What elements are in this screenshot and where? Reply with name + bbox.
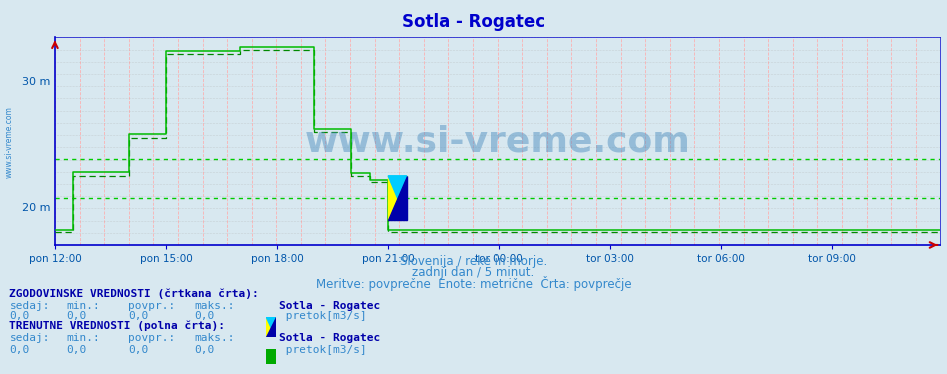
Polygon shape — [388, 176, 406, 220]
Polygon shape — [388, 176, 406, 220]
Text: min.:: min.: — [66, 333, 100, 343]
Polygon shape — [388, 176, 406, 220]
Polygon shape — [266, 317, 276, 337]
Text: 0,0: 0,0 — [194, 311, 214, 321]
Text: TRENUTNE VREDNOSTI (polna črta):: TRENUTNE VREDNOSTI (polna črta): — [9, 321, 225, 331]
Text: www.si-vreme.com: www.si-vreme.com — [305, 124, 690, 158]
Text: 0,0: 0,0 — [128, 311, 148, 321]
Text: povpr.:: povpr.: — [128, 301, 175, 311]
Text: maks.:: maks.: — [194, 333, 235, 343]
Polygon shape — [266, 317, 276, 337]
Text: 0,0: 0,0 — [66, 311, 86, 321]
Text: Slovenija / reke in morje.: Slovenija / reke in morje. — [400, 255, 547, 268]
Text: Sotla - Rogatec: Sotla - Rogatec — [402, 13, 545, 31]
Text: www.si-vreme.com: www.si-vreme.com — [5, 106, 14, 178]
Text: sedaj:: sedaj: — [9, 301, 50, 311]
Text: 0,0: 0,0 — [9, 345, 29, 355]
Text: povpr.:: povpr.: — [128, 333, 175, 343]
Text: Sotla - Rogatec: Sotla - Rogatec — [279, 301, 381, 311]
Text: 0,0: 0,0 — [9, 311, 29, 321]
Text: pretok[m3/s]: pretok[m3/s] — [279, 345, 367, 355]
Polygon shape — [266, 317, 276, 337]
Text: Sotla - Rogatec: Sotla - Rogatec — [279, 333, 381, 343]
Text: 0,0: 0,0 — [194, 345, 214, 355]
Text: 0,0: 0,0 — [66, 345, 86, 355]
Text: min.:: min.: — [66, 301, 100, 311]
Text: maks.:: maks.: — [194, 301, 235, 311]
Text: pretok[m3/s]: pretok[m3/s] — [279, 311, 367, 321]
Text: sedaj:: sedaj: — [9, 333, 50, 343]
Text: 0,0: 0,0 — [128, 345, 148, 355]
Text: Meritve: povprečne  Enote: metrične  Črta: povprečje: Meritve: povprečne Enote: metrične Črta:… — [315, 276, 632, 291]
Text: ZGODOVINSKE VREDNOSTI (črtkana črta):: ZGODOVINSKE VREDNOSTI (črtkana črta): — [9, 289, 259, 299]
Text: zadnji dan / 5 minut.: zadnji dan / 5 minut. — [412, 266, 535, 279]
